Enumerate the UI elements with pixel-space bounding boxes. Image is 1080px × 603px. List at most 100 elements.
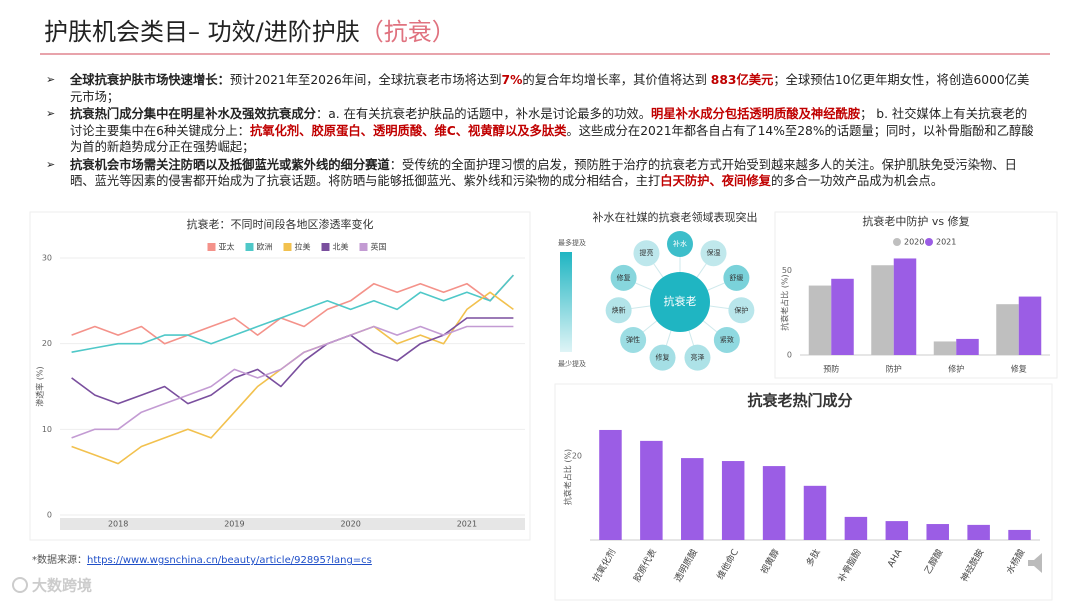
node-label: 舒缓: [729, 273, 743, 282]
legend-swatch: [321, 243, 330, 251]
y-tick-label: 20: [42, 339, 52, 348]
bar: [871, 265, 894, 355]
bullet-text: 883亿美元: [710, 73, 774, 87]
chart-title: 抗衰老：不同时间段各地区渗透率变化: [187, 217, 374, 231]
x-tick-label: 2021: [457, 520, 477, 529]
logo: 大数跨境: [32, 577, 92, 595]
node: [605, 297, 632, 324]
bullet: 抗衰热门成分集中在明星补水及强效抗衰成分：a. 在有关抗衰老护肤品的话题中，补水…: [44, 106, 1034, 156]
chart-title: 抗衰老中防护 vs 修复: [862, 214, 969, 228]
legend-label: 2021: [936, 238, 956, 247]
node-label: 弹性: [626, 335, 640, 344]
bullet-list: 全球抗衰护肤市场快速增长：预计2021年至2026年间，全球抗衰老市场将达到7%…: [44, 72, 1034, 191]
bar: [1008, 529, 1031, 540]
bar: [885, 521, 909, 540]
x-tick-label: 补骨脂酚: [835, 547, 863, 584]
y-tick-label: 50: [782, 266, 792, 275]
bar: [831, 278, 854, 355]
node-label: 紧致: [720, 335, 734, 344]
legend-label: 欧洲: [257, 242, 273, 252]
node-label: 亮泽: [690, 353, 704, 362]
bar: [933, 341, 957, 355]
legend-label: 亚太: [219, 242, 235, 252]
node: [667, 231, 693, 257]
legend-swatch: [893, 238, 901, 246]
bullet-text: 白天防护、夜间修复: [660, 174, 771, 188]
y-tick-label: 10: [42, 425, 52, 434]
node: [723, 264, 750, 291]
node-label: 提亮: [639, 248, 653, 257]
bar: [893, 258, 917, 355]
legend-label: 拉美: [295, 242, 311, 252]
legend-label: 北美: [333, 242, 349, 252]
x-tick-label: 神经酰胺: [958, 547, 986, 584]
node-label: 修复: [656, 353, 670, 362]
node-label: 补水: [673, 239, 687, 248]
bar: [803, 485, 827, 540]
x-axis-strip: [60, 518, 525, 530]
bullet-text: 预计2021年至2026年间，全球抗衰老市场将达到: [229, 73, 502, 87]
bullet-text: 7%: [501, 73, 523, 87]
series-line: [71, 325, 514, 439]
bar: [640, 440, 663, 540]
bullet-text: ；全球预估10亿更年期女性，将创造6000亿美元市场；: [70, 73, 1030, 104]
node: [728, 297, 755, 324]
bar: [808, 285, 832, 355]
legend-gradient: [560, 252, 572, 352]
x-tick-label: 乙醇酸: [922, 547, 946, 576]
source-link[interactable]: https://www.wgsnchina.cn/beauty/article/…: [87, 555, 372, 566]
legend-swatch: [925, 238, 933, 246]
x-tick-label: 2020: [340, 520, 360, 529]
bullet-text: 明星补水成分包括透明质酸及神经酰胺: [651, 107, 861, 121]
bar: [681, 458, 704, 540]
x-tick-label: 修复: [1011, 364, 1027, 374]
bullet-text: ：受传统的全面护理习惯的启发，预防胜于治疗的抗衰老方式开始受到越来越多人的关注。…: [70, 157, 1017, 189]
logo-icon: [12, 577, 28, 593]
series-line: [71, 291, 514, 465]
y-tick-label: 30: [42, 254, 52, 263]
legend-top: 最多提及: [558, 238, 586, 247]
bullet-text: 抗衰机会市场需关注防晒以及抵御蓝光或紫外线的细分赛道: [70, 157, 390, 172]
x-tick-label: 多肽: [803, 547, 822, 569]
y-axis-label: 渗透率 (%): [35, 366, 45, 406]
node-label: 焕新: [612, 305, 626, 314]
bullet: 抗衰机会市场需关注防晒以及抵御蓝光或紫外线的细分赛道：受传统的全面护理习惯的启发…: [44, 157, 1034, 190]
bar: [762, 466, 786, 540]
bar: [996, 304, 1019, 355]
node-label: 保护: [734, 305, 748, 314]
source-label: *数据来源：: [32, 553, 87, 566]
node-label: 保湿: [707, 248, 721, 257]
chart-title: 抗衰老热门成分: [747, 392, 852, 410]
bar: [599, 429, 622, 540]
bullet-text: 抗衰热门成分集中在明星补水及强效抗衰成分: [70, 107, 316, 121]
bar: [967, 524, 990, 540]
node: [684, 344, 711, 371]
legend-swatch: [207, 243, 216, 251]
y-tick-label: 0: [787, 351, 792, 360]
bar: [844, 516, 868, 540]
x-tick-label: 2019: [224, 520, 244, 529]
x-tick-label: 预防: [823, 364, 839, 374]
node: [649, 344, 676, 371]
legend-swatch: [245, 243, 254, 251]
bullet-text: ：a. 在有关抗衰老护肤品的话题中，补水是讨论最多的功效。: [315, 107, 652, 121]
node: [700, 240, 727, 267]
legend-swatch: [359, 243, 368, 251]
bullet-text: 。这些成分在2021年都各自占有了14%至28%的话题量；同时，以补骨脂酚和乙醇…: [70, 123, 1034, 155]
x-tick-label: 胶原代表: [631, 547, 659, 584]
title-main: 护肤机会类目– 功效/进阶护肤: [44, 18, 360, 46]
bullet-text: 的多合一功效产品成为机会点。: [770, 174, 944, 188]
legend-bottom: 最少提及: [558, 359, 586, 368]
bullet-text: 抗氧化剂、胶原蛋白、透明质酸、维C、视黄醇以及多肽类: [249, 123, 567, 138]
bar: [721, 461, 745, 540]
slide-title: 护肤机会类目– 功效/进阶护肤（抗衰）: [44, 18, 456, 46]
series-line: [71, 274, 514, 345]
y-axis-label: 抗衰老占比 (%): [780, 274, 790, 330]
x-tick-label: AHA: [886, 547, 905, 569]
x-tick-label: 抗氧化剂: [590, 547, 618, 584]
bullet-text: 的复合年均增长率，其价值将达到: [522, 73, 711, 87]
bar: [956, 338, 979, 355]
x-tick-label: 视黄醇: [758, 547, 782, 576]
